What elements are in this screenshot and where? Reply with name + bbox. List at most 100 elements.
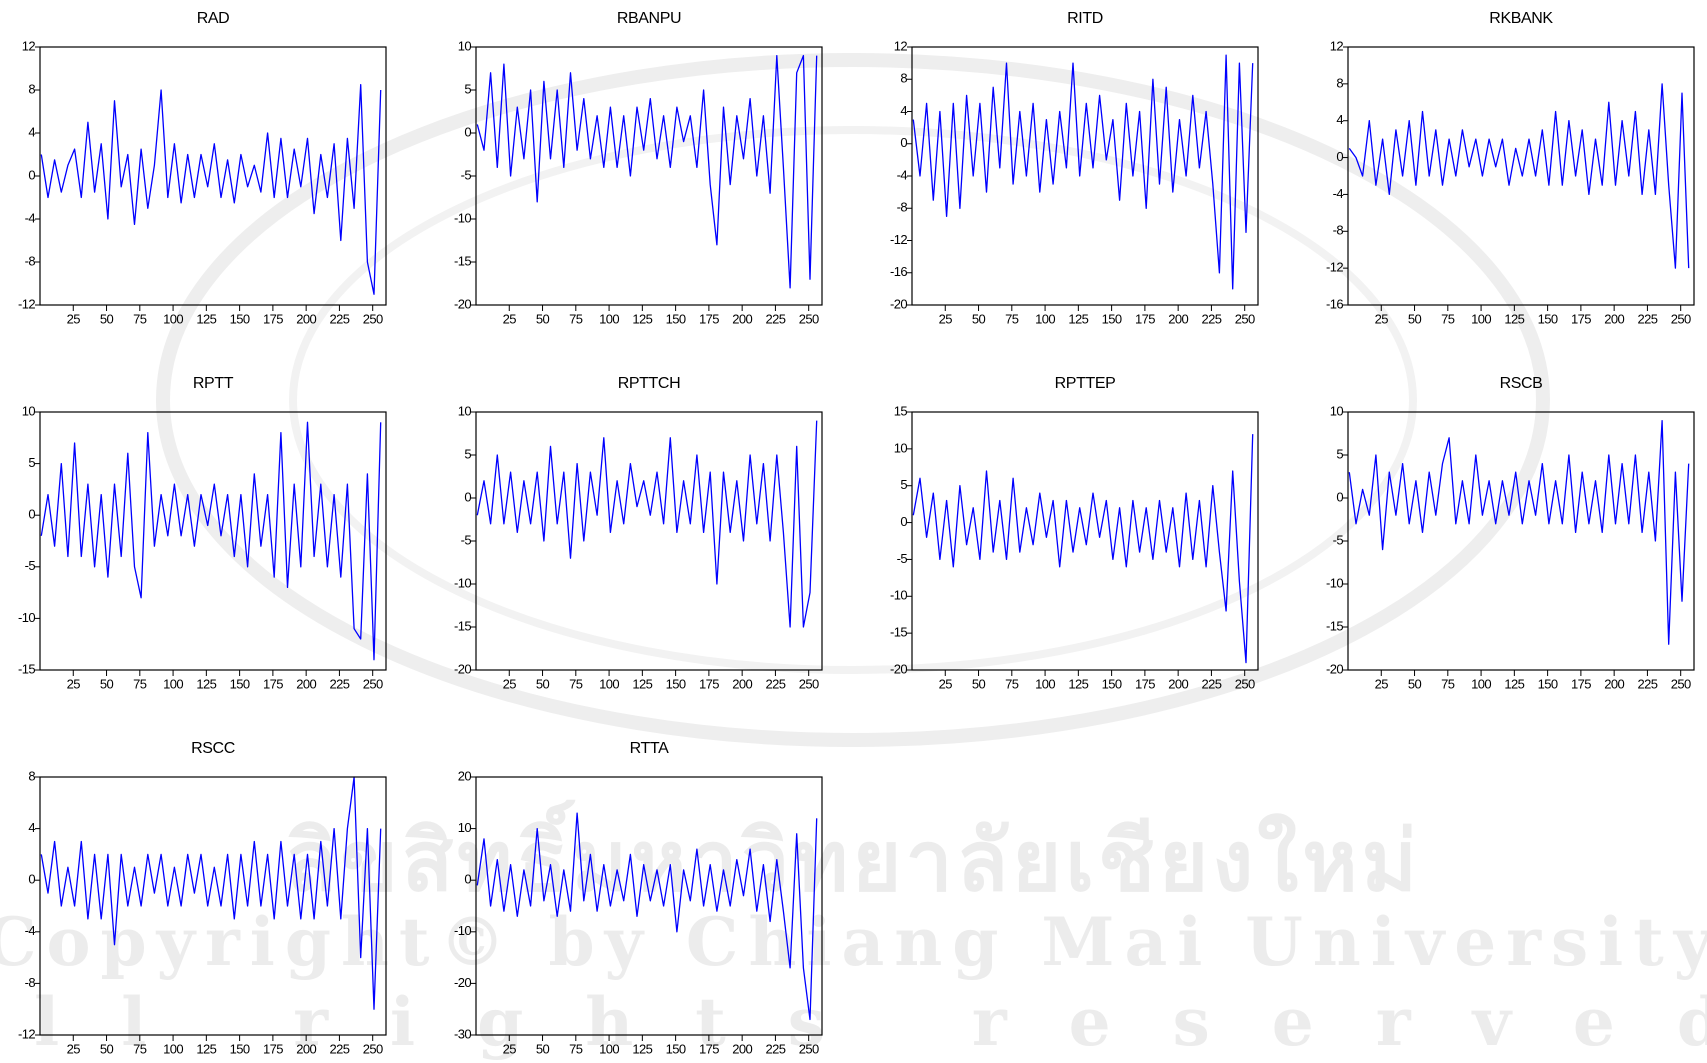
x-tick-label: 200 [732,676,752,691]
y-tick-label: -15 [1326,618,1343,633]
y-tick-label: 0 [900,514,907,529]
x-tick-label: 25 [67,311,81,326]
panel: RBANPU -20 -15 -10 -5 0 5 10 25 50 75 100 125 150 175 2… [454,10,823,326]
y-tick-label: -10 [1326,575,1343,590]
x-tick-label: 100 [599,676,619,691]
x-tick-label: 150 [1538,676,1558,691]
chart-title: RPTT [193,375,234,392]
plot-frame [1347,411,1695,671]
x-tick-label: 250 [1671,311,1691,326]
x-tick-label: 50 [536,311,550,326]
y-tick-label: 15 [894,403,908,418]
x-tick-label: 50 [100,1041,114,1056]
x-tick-label: 225 [1201,676,1221,691]
x-tick-label: 250 [363,676,383,691]
x-tick-label: 25 [67,676,81,691]
x-tick-label: 50 [536,1041,550,1056]
x-tick-label: 225 [1637,676,1657,691]
x-tick-label: 125 [632,311,652,326]
y-tick-label: -4 [25,923,36,938]
y-tick-label: 0 [900,135,907,150]
y-tick-label: -12 [18,296,35,311]
x-tick-label: 125 [1068,676,1088,691]
y-tick-label: -8 [1333,223,1344,238]
chart-title: RITD [1067,10,1103,27]
x-tick-label: 225 [329,311,349,326]
y-tick-label: -5 [461,167,472,182]
y-tick-label: 0 [1336,149,1343,164]
x-tick-label: 25 [503,676,517,691]
y-tick-label: -12 [18,1026,35,1041]
x-tick-label: 150 [1102,676,1122,691]
x-tick-label: 50 [100,676,114,691]
series-line [476,812,818,1021]
x-tick-label: 250 [799,311,819,326]
series-line [1348,83,1690,269]
chart-title: RAD [197,10,230,27]
series-line [40,421,382,661]
y-tick-label: -16 [890,264,907,279]
y-tick-label: -10 [454,210,471,225]
x-tick-label: 250 [363,311,383,326]
x-tick-label: 225 [1637,311,1657,326]
plot-frame [475,776,823,1036]
y-tick-label: -10 [890,588,907,603]
x-tick-label: 50 [972,311,986,326]
y-tick-label: 10 [458,403,472,418]
watermark-rights: All rights reserved [0,983,1707,1061]
x-tick-label: 50 [972,676,986,691]
x-tick-label: 200 [296,311,316,326]
y-tick-label: 10 [894,440,908,455]
y-tick-label: -15 [454,253,471,268]
x-tick-label: 175 [1135,311,1155,326]
x-tick-label: 200 [296,1041,316,1056]
y-tick-label: 5 [464,81,471,96]
x-tick-label: 175 [1571,676,1591,691]
x-tick-label: 250 [799,1041,819,1056]
y-tick-label: 5 [900,477,907,492]
y-tick-label: 20 [458,768,472,783]
x-tick-label: 175 [1571,311,1591,326]
x-tick-label: 250 [363,1041,383,1056]
x-tick-label: 225 [765,676,785,691]
x-tick-label: 225 [1201,311,1221,326]
y-tick-label: -10 [454,923,471,938]
x-tick-label: 250 [1235,311,1255,326]
series-line [40,776,382,1010]
y-tick-label: -20 [454,296,471,311]
plot-frame [475,46,823,306]
x-tick-label: 250 [1671,676,1691,691]
y-tick-label: -4 [25,210,36,225]
x-tick-label: 50 [1408,676,1422,691]
y-tick-label: -20 [454,975,471,990]
y-tick-label: 0 [28,507,35,522]
panel: RPTTEP -20 -15 -10 -5 0 5 10 15 25 50 75 100 125 150 17… [890,375,1259,691]
series-line [912,434,1254,664]
plot-frame [1347,46,1695,306]
plot-frame [475,411,823,671]
x-tick-label: 175 [699,1041,719,1056]
series-line [476,54,818,289]
y-tick-label: -8 [25,975,36,990]
x-tick-label: 125 [632,1041,652,1056]
y-tick-label: 10 [458,820,472,835]
x-tick-label: 200 [1604,311,1624,326]
plot-frame [39,776,387,1036]
seal-ring [156,53,1550,747]
x-tick-label: 175 [263,1041,283,1056]
x-tick-label: 200 [1168,676,1188,691]
x-tick-label: 75 [569,676,583,691]
y-tick-label: -10 [454,575,471,590]
chart-title: RPTTCH [618,375,680,392]
y-tick-label: -12 [1326,260,1343,275]
x-tick-label: 200 [732,311,752,326]
y-tick-label: 12 [22,38,36,53]
chart-title: RTTA [630,740,669,757]
x-tick-label: 75 [1005,676,1019,691]
y-tick-label: -8 [897,200,908,215]
y-tick-label: 0 [464,489,471,504]
x-tick-label: 125 [1504,676,1524,691]
series-line [476,420,818,628]
y-tick-label: -20 [1326,661,1343,676]
x-tick-label: 100 [1471,676,1491,691]
